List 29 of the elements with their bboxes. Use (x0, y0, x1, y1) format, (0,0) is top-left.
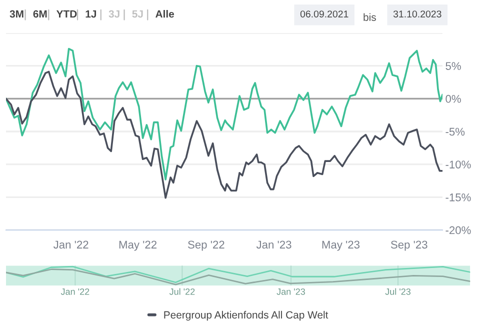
text: 06.09.2021 (300, 10, 348, 18)
y-tick-label: 5% (446, 62, 461, 70)
y-tick-label: -5% (446, 128, 465, 136)
x-tick-label: Jan '22 (53, 240, 88, 249)
text: Alle (156, 10, 174, 18)
x-tick-label: Jan '22 (60, 288, 90, 295)
line-series (6, 70, 442, 199)
x-tick-label: Sep '23 (390, 240, 428, 251)
text: 1J (86, 10, 96, 18)
y-tick-label: 0% (446, 94, 461, 103)
x-tick-label: Sep '22 (188, 240, 224, 251)
text: bis (364, 13, 376, 21)
line-series (6, 48, 442, 180)
legend-label: Peergroup Aktienfonds All Cap Welt (164, 310, 328, 321)
x-tick-label: Jan '23 (276, 288, 306, 295)
y-tick-label: -20% (446, 226, 471, 234)
x-tick-label: Jul '23 (385, 288, 411, 295)
y-tick-label: -15% (446, 193, 471, 202)
text: 5J (132, 10, 143, 18)
x-tick-label: Jan '23 (256, 240, 292, 249)
x-tick-label: Jul '22 (169, 288, 195, 295)
text: YTD (56, 10, 77, 18)
text: 3M (10, 10, 24, 18)
text: 31.10.2023 (393, 10, 442, 18)
text: 3J (108, 10, 120, 18)
text: 6M (33, 10, 47, 18)
x-tick-label: May '23 (322, 240, 360, 251)
x-tick-label: May '22 (119, 240, 157, 251)
y-tick-label: -10% (446, 160, 471, 168)
